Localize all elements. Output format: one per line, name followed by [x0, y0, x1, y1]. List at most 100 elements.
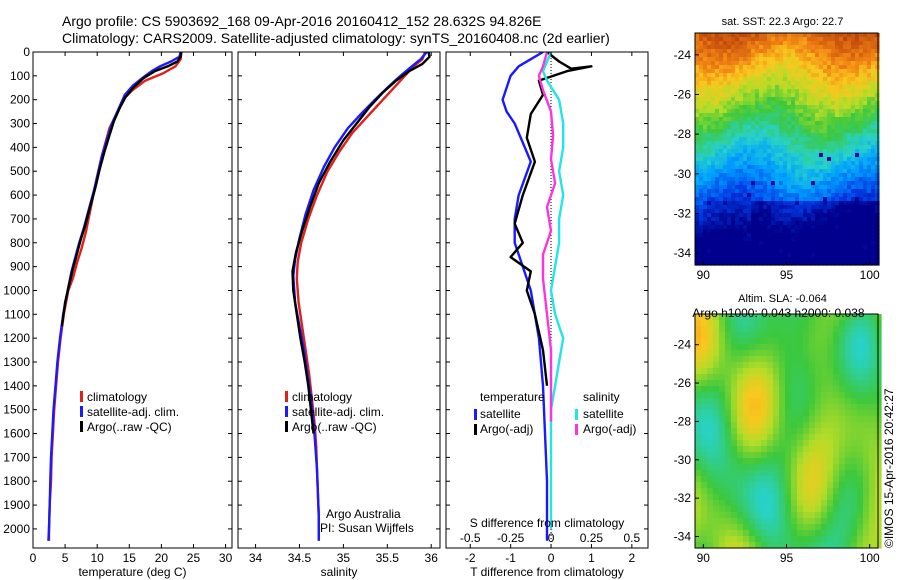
map-cell — [749, 536, 756, 543]
map-cell — [787, 45, 792, 50]
map-cell — [723, 125, 728, 130]
x-tick-label: 36 — [425, 551, 439, 565]
map-cell — [747, 217, 752, 222]
map-cell — [719, 125, 724, 130]
map-cell — [787, 177, 792, 182]
map-cell — [779, 542, 786, 549]
map-cell — [839, 350, 846, 357]
map-cell — [775, 253, 780, 258]
map-cell — [803, 77, 808, 82]
map-cell — [783, 121, 788, 126]
map-cell — [743, 77, 748, 82]
map-cell — [761, 374, 768, 381]
map-cell — [719, 105, 724, 110]
map-cell — [747, 185, 752, 190]
map-cell — [751, 69, 756, 74]
map-cell — [739, 193, 744, 198]
map-cell — [771, 161, 776, 166]
map-cell — [859, 89, 864, 94]
map-cell — [743, 500, 750, 507]
map-cell — [791, 237, 796, 242]
map-cell — [723, 233, 728, 238]
map-cell — [851, 344, 858, 351]
map-cell — [699, 157, 704, 162]
map-cell — [767, 338, 774, 345]
map-cell — [819, 133, 824, 138]
map-cell — [803, 153, 808, 158]
map-cell — [759, 89, 764, 94]
map-cell — [707, 320, 714, 327]
map-cell — [743, 101, 748, 106]
map-cell — [819, 45, 824, 50]
map-cell — [751, 37, 756, 42]
map-cell — [747, 113, 752, 118]
map-cell — [739, 181, 744, 186]
map-cell — [771, 193, 776, 198]
map-cell — [779, 362, 786, 369]
map-cell — [851, 213, 856, 218]
map-cell — [835, 165, 840, 170]
map-cell — [803, 201, 808, 206]
y-tick-label: 1600 — [3, 427, 30, 441]
map-cell — [799, 185, 804, 190]
map-cell — [727, 201, 732, 206]
map-cell — [855, 237, 860, 242]
map-x-tick-label: 95 — [780, 268, 794, 282]
map-cell — [869, 320, 876, 327]
map-cell — [839, 177, 844, 182]
map-cell — [791, 500, 798, 507]
map-cell — [715, 73, 720, 78]
map-cell — [695, 65, 700, 70]
map-cell — [871, 117, 876, 122]
map-cell — [823, 157, 828, 162]
map-cell — [839, 416, 846, 423]
map-cell — [779, 137, 784, 142]
map-cell — [831, 189, 836, 194]
map-cell — [839, 41, 844, 46]
map-cell — [827, 105, 832, 110]
map-cell — [803, 506, 810, 513]
map-cell — [835, 149, 840, 154]
map-cell — [863, 45, 868, 50]
map-cell — [715, 109, 720, 114]
map-cell — [821, 512, 828, 519]
map-cell — [743, 452, 750, 459]
map-cell — [811, 57, 816, 62]
map-cell — [755, 209, 760, 214]
map-cell — [751, 45, 756, 50]
map-cell — [845, 410, 852, 417]
map-cell — [847, 217, 852, 222]
map-cell — [723, 45, 728, 50]
map-cell — [867, 237, 872, 242]
map-cell — [827, 464, 834, 471]
map-cell — [843, 245, 848, 250]
map-cell — [797, 416, 804, 423]
map-cell — [791, 105, 796, 110]
map-cell — [759, 221, 764, 226]
map-cell — [787, 249, 792, 254]
map-cell — [779, 133, 784, 138]
y-tick-label: 0 — [23, 45, 30, 59]
argo-credit-line-1: Argo Australia — [326, 507, 401, 521]
map-cell — [783, 157, 788, 162]
map-cell — [739, 97, 744, 102]
map-cell — [759, 61, 764, 66]
map-cell — [839, 237, 844, 242]
map-cell — [795, 129, 800, 134]
map-cell — [749, 470, 756, 477]
map-cell — [723, 109, 728, 114]
map-cell — [743, 237, 748, 242]
map-cell — [815, 422, 822, 429]
map-cell — [791, 464, 798, 471]
map-cell — [787, 77, 792, 82]
map-cell — [771, 77, 776, 82]
map-cell — [819, 85, 824, 90]
map-cell — [787, 109, 792, 114]
map-cell — [775, 245, 780, 250]
map-cell — [743, 245, 748, 250]
map-cell — [719, 494, 726, 501]
x-tick-label: 35 — [337, 551, 351, 565]
map-cell — [839, 189, 844, 194]
map-cell — [839, 77, 844, 82]
